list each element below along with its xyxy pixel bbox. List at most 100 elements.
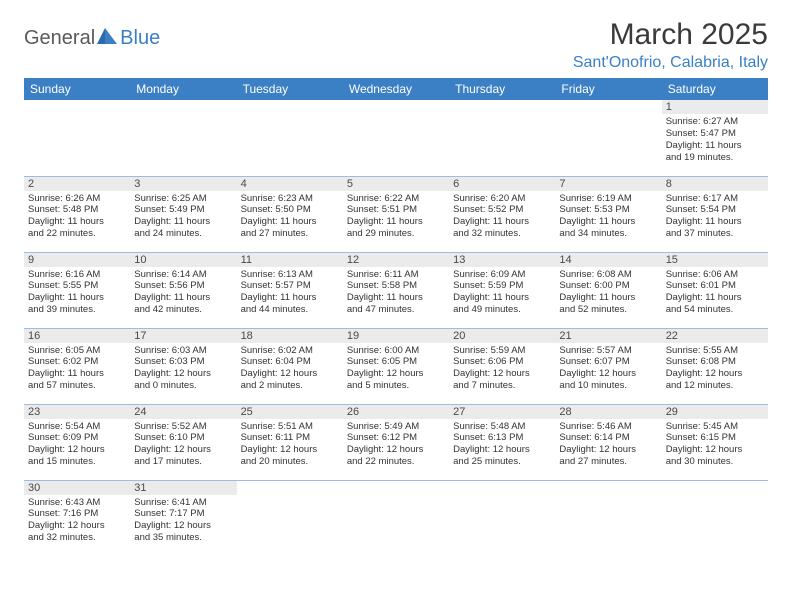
- day-number-empty: [343, 100, 449, 114]
- calendar-cell: 27Sunrise: 5:48 AMSunset: 6:13 PMDayligh…: [449, 404, 555, 480]
- day-details: Sunrise: 5:49 AMSunset: 6:12 PMDaylight:…: [347, 421, 445, 469]
- logo-text-blue: Blue: [120, 27, 160, 50]
- sunrise-line: Sunrise: 6:22 AM: [347, 193, 445, 205]
- day-details: Sunrise: 6:16 AMSunset: 5:55 PMDaylight:…: [28, 269, 126, 317]
- sunrise-line: Sunrise: 6:27 AM: [666, 116, 764, 128]
- sunset-line: Sunset: 5:52 PM: [453, 204, 551, 216]
- day-details: Sunrise: 6:05 AMSunset: 6:02 PMDaylight:…: [28, 345, 126, 393]
- day-details: Sunrise: 6:19 AMSunset: 5:53 PMDaylight:…: [559, 193, 657, 241]
- sunset-line: Sunset: 7:17 PM: [134, 508, 232, 520]
- sunset-line: Sunset: 5:47 PM: [666, 128, 764, 140]
- daylight-line-2: and 35 minutes.: [134, 532, 232, 544]
- calendar-cell: 1 Sunrise: 6:27 AMSunset: 5:47 PMDaylight…: [662, 100, 768, 176]
- sunrise-line: Sunrise: 6:19 AM: [559, 193, 657, 205]
- daylight-line-1: Daylight: 11 hours: [453, 292, 551, 304]
- day-header: Sunday: [24, 78, 130, 100]
- day-number: 29: [662, 405, 768, 419]
- sunrise-line: Sunrise: 5:49 AM: [347, 421, 445, 433]
- calendar-cell: 29Sunrise: 5:45 AMSunset: 6:15 PMDayligh…: [662, 404, 768, 480]
- day-number-empty: [24, 100, 130, 114]
- day-number: 4: [237, 177, 343, 191]
- day-header: Tuesday: [237, 78, 343, 100]
- day-details: Sunrise: 6:14 AMSunset: 5:56 PMDaylight:…: [134, 269, 232, 317]
- calendar-head: SundayMondayTuesdayWednesdayThursdayFrid…: [24, 78, 768, 100]
- sunrise-line: Sunrise: 6:11 AM: [347, 269, 445, 281]
- day-number-empty: [662, 481, 768, 495]
- daylight-line-1: Daylight: 12 hours: [559, 368, 657, 380]
- calendar-cell: 9 Sunrise: 6:16 AMSunset: 5:55 PMDaylight…: [24, 252, 130, 328]
- daylight-line-2: and 12 minutes.: [666, 380, 764, 392]
- day-details: Sunrise: 5:55 AMSunset: 6:08 PMDaylight:…: [666, 345, 764, 393]
- sunrise-line: Sunrise: 5:51 AM: [241, 421, 339, 433]
- daylight-line-2: and 32 minutes.: [453, 228, 551, 240]
- day-number-empty: [237, 100, 343, 114]
- calendar-week: 9 Sunrise: 6:16 AMSunset: 5:55 PMDaylight…: [24, 252, 768, 328]
- daylight-line-2: and 25 minutes.: [453, 456, 551, 468]
- daylight-line-2: and 57 minutes.: [28, 380, 126, 392]
- daylight-line-2: and 22 minutes.: [347, 456, 445, 468]
- sunset-line: Sunset: 6:12 PM: [347, 432, 445, 444]
- day-number-empty: [555, 481, 661, 495]
- sunrise-line: Sunrise: 5:55 AM: [666, 345, 764, 357]
- daylight-line-2: and 34 minutes.: [559, 228, 657, 240]
- day-number-empty: [130, 100, 236, 114]
- day-number: 28: [555, 405, 661, 419]
- calendar-cell: 3Sunrise: 6:25 AMSunset: 5:49 PMDaylight…: [130, 176, 236, 252]
- day-number: 22: [662, 329, 768, 343]
- sunrise-line: Sunrise: 6:14 AM: [134, 269, 232, 281]
- sunrise-line: Sunrise: 6:03 AM: [134, 345, 232, 357]
- calendar-cell: 20Sunrise: 5:59 AMSunset: 6:06 PMDayligh…: [449, 328, 555, 404]
- daylight-line-1: Daylight: 11 hours: [666, 292, 764, 304]
- calendar-week: 16 Sunrise: 6:05 AMSunset: 6:02 PMDayligh…: [24, 328, 768, 404]
- day-number: 10: [130, 253, 236, 267]
- daylight-line-1: Daylight: 11 hours: [666, 140, 764, 152]
- daylight-line-1: Daylight: 11 hours: [666, 216, 764, 228]
- day-details: Sunrise: 6:17 AMSunset: 5:54 PMDaylight:…: [666, 193, 764, 241]
- day-details: Sunrise: 6:23 AMSunset: 5:50 PMDaylight:…: [241, 193, 339, 241]
- sunrise-line: Sunrise: 6:17 AM: [666, 193, 764, 205]
- daylight-line-1: Daylight: 11 hours: [453, 216, 551, 228]
- day-details: Sunrise: 6:09 AMSunset: 5:59 PMDaylight:…: [453, 269, 551, 317]
- calendar-cell: 10 Sunrise: 6:14 AMSunset: 5:56 PMDayligh…: [130, 252, 236, 328]
- sunset-line: Sunset: 5:59 PM: [453, 280, 551, 292]
- day-header: Saturday: [662, 78, 768, 100]
- day-number: 1: [662, 100, 768, 114]
- day-header: Wednesday: [343, 78, 449, 100]
- daylight-line-1: Daylight: 12 hours: [241, 444, 339, 456]
- day-details: Sunrise: 6:00 AMSunset: 6:05 PMDaylight:…: [347, 345, 445, 393]
- calendar-cell: 4 Sunrise: 6:23 AMSunset: 5:50 PMDaylight…: [237, 176, 343, 252]
- calendar-cell: 30Sunrise: 6:43 AMSunset: 7:16 PMDayligh…: [24, 480, 130, 556]
- sunset-line: Sunset: 5:53 PM: [559, 204, 657, 216]
- daylight-line-1: Daylight: 12 hours: [134, 368, 232, 380]
- day-number: 30: [24, 481, 130, 495]
- day-number: 15: [662, 253, 768, 267]
- calendar-cell: 17Sunrise: 6:03 AMSunset: 6:03 PMDayligh…: [130, 328, 236, 404]
- sunrise-line: Sunrise: 6:08 AM: [559, 269, 657, 281]
- daylight-line-2: and 0 minutes.: [134, 380, 232, 392]
- daylight-line-2: and 29 minutes.: [347, 228, 445, 240]
- day-details: Sunrise: 5:52 AMSunset: 6:10 PMDaylight:…: [134, 421, 232, 469]
- sunrise-line: Sunrise: 6:05 AM: [28, 345, 126, 357]
- calendar-cell: 2Sunrise: 6:26 AMSunset: 5:48 PMDaylight…: [24, 176, 130, 252]
- day-number: 16: [24, 329, 130, 343]
- daylight-line-2: and 27 minutes.: [241, 228, 339, 240]
- day-details: Sunrise: 6:11 AMSunset: 5:58 PMDaylight:…: [347, 269, 445, 317]
- location-subtitle: Sant'Onofrio, Calabria, Italy: [573, 54, 768, 72]
- calendar-cell: 11Sunrise: 6:13 AMSunset: 5:57 PMDayligh…: [237, 252, 343, 328]
- calendar-cell: 23Sunrise: 5:54 AMSunset: 6:09 PMDayligh…: [24, 404, 130, 480]
- daylight-line-1: Daylight: 12 hours: [241, 368, 339, 380]
- day-number: 7: [555, 177, 661, 191]
- day-number: 9: [24, 253, 130, 267]
- day-number: 27: [449, 405, 555, 419]
- day-number: 19: [343, 329, 449, 343]
- day-number: 3: [130, 177, 236, 191]
- day-details: Sunrise: 6:06 AMSunset: 6:01 PMDaylight:…: [666, 269, 764, 317]
- sunset-line: Sunset: 5:51 PM: [347, 204, 445, 216]
- sunrise-line: Sunrise: 6:25 AM: [134, 193, 232, 205]
- calendar-cell: 7 Sunrise: 6:19 AMSunset: 5:53 PMDaylight…: [555, 176, 661, 252]
- daylight-line-2: and 52 minutes.: [559, 304, 657, 316]
- day-number: 21: [555, 329, 661, 343]
- day-details: Sunrise: 5:46 AMSunset: 6:14 PMDaylight:…: [559, 421, 657, 469]
- day-details: Sunrise: 6:13 AMSunset: 5:57 PMDaylight:…: [241, 269, 339, 317]
- calendar-cell: [662, 480, 768, 556]
